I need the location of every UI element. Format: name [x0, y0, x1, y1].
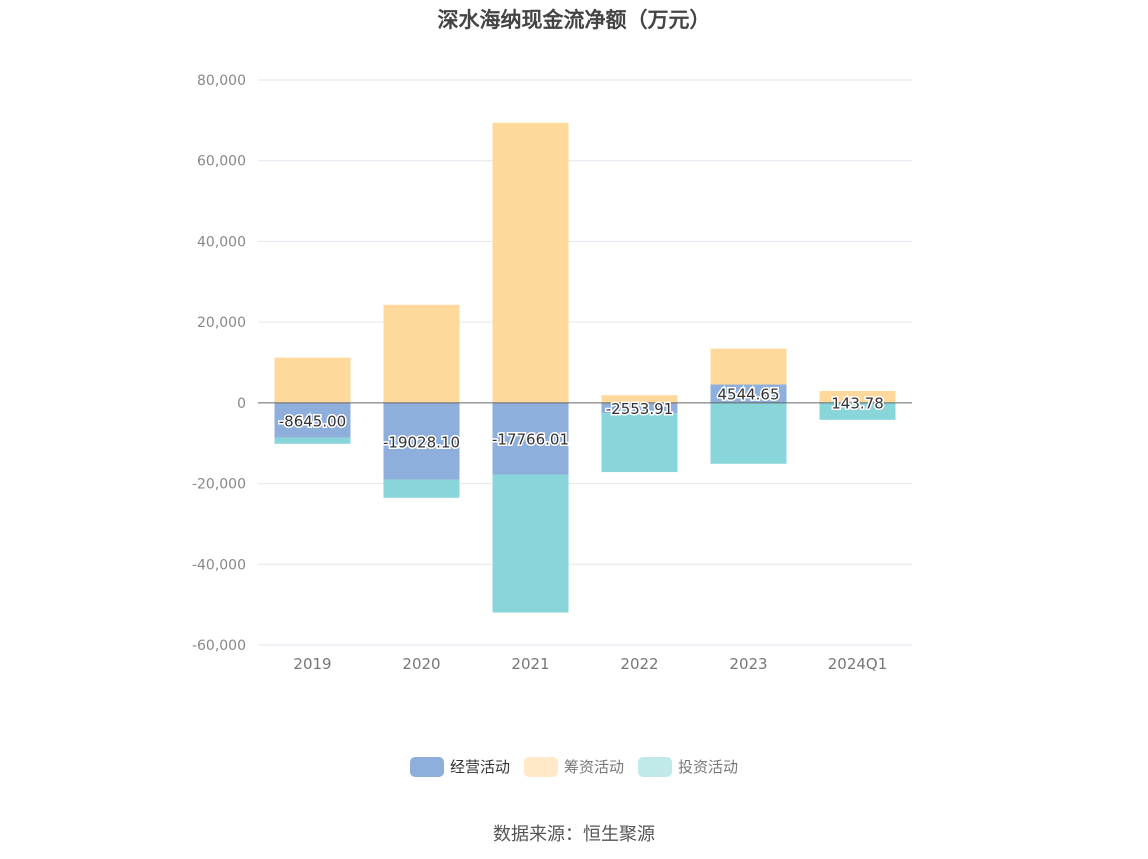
data-label: -19028.10: [383, 433, 460, 451]
data-label: -17766.01: [492, 431, 569, 449]
bar-financing: [710, 348, 787, 385]
legend-item-operating[interactable]: 经营活动: [409, 756, 510, 777]
x-tick-label: 2023: [729, 655, 767, 673]
legend-label-operating: 经营活动: [449, 758, 510, 776]
legend-swatch-financing: [523, 756, 558, 777]
bar-financing: [492, 122, 569, 403]
y-tick-label: 0: [237, 396, 246, 412]
bar-operating: [601, 402, 678, 414]
legend-item-financing[interactable]: 筹资活动: [523, 756, 624, 777]
bar-chart: 80,000 60,000 40,000 20,000 0 -20,000 -40,000 -…: [192, 73, 912, 673]
legend-label-financing: 筹资活动: [563, 758, 624, 776]
bar-financing: [383, 304, 460, 403]
bar-investing: [492, 474, 569, 613]
bar-financing: [601, 395, 678, 403]
bar-operating: [383, 402, 460, 480]
y-tick-label: 20,000: [197, 315, 246, 331]
legend-swatch-investing: [638, 756, 672, 777]
bar-investing: [601, 413, 678, 473]
data-source: 数据来源：恒生聚源: [493, 824, 655, 845]
data-label: 4544.65: [717, 386, 779, 404]
bar-operating: [274, 402, 351, 438]
bar-financing: [274, 357, 351, 403]
x-tick-label: 2019: [293, 655, 331, 673]
bar-investing: [710, 402, 787, 464]
x-tick-label: 2022: [620, 655, 658, 673]
y-tick-label: 40,000: [197, 234, 246, 250]
x-tick-label: 2024Q1: [828, 655, 888, 673]
y-tick-label: 60,000: [197, 154, 246, 170]
y-tick-label: -20,000: [192, 477, 246, 493]
legend-label-investing: 投资活动: [678, 758, 739, 776]
bar-investing: [819, 402, 896, 420]
chart-legend: 经营活动 筹资活动 投资活动: [0, 756, 1148, 777]
bar-operating: [492, 402, 569, 475]
data-label: 143.78: [831, 395, 884, 413]
x-tick-label: 2020: [402, 655, 440, 673]
bar-investing: [383, 479, 460, 498]
y-tick-label: -40,000: [192, 557, 246, 573]
chart-title: 深水海纳现金流净额（万元）: [437, 8, 711, 32]
data-label: -2553.91: [606, 400, 673, 418]
bar-financing: [819, 390, 896, 403]
x-tick-label: 2021: [511, 655, 549, 673]
y-tick-label: 80,000: [197, 73, 246, 89]
bar-investing: [274, 437, 351, 444]
legend-item-investing[interactable]: 投资活动: [638, 756, 738, 777]
legend-swatch-operating: [409, 756, 444, 777]
data-label: -8645.00: [279, 412, 346, 430]
bar-operating: [710, 384, 787, 403]
y-tick-label: -60,000: [192, 638, 246, 654]
